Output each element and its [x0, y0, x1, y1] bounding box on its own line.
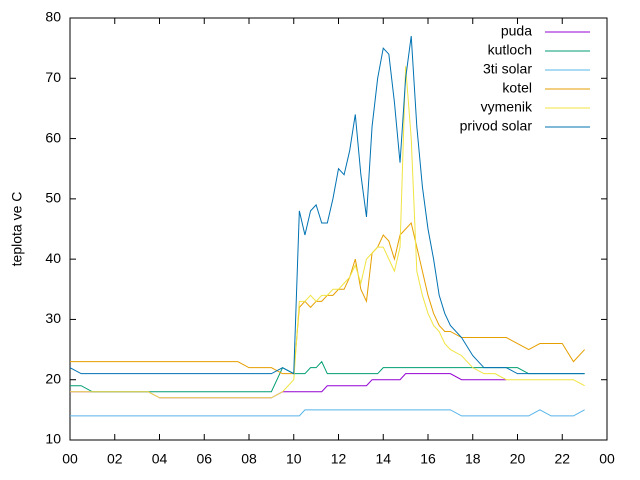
- x-tick-label: 00: [599, 451, 615, 467]
- x-tick-label: 04: [152, 451, 168, 467]
- legend-label: vymenik: [481, 99, 533, 115]
- y-tick-label: 80: [45, 9, 61, 25]
- y-tick-label: 60: [45, 129, 61, 145]
- legend-label: privod solar: [460, 118, 533, 134]
- series-line: [70, 221, 585, 375]
- x-tick-label: 18: [465, 451, 481, 467]
- y-tick-label: 40: [45, 250, 61, 266]
- series-line: [69, 36, 585, 375]
- y-tick-label: 30: [45, 310, 61, 326]
- series-line: [70, 360, 585, 393]
- x-tick-label: 10: [286, 451, 302, 467]
- y-tick-label: 20: [45, 370, 61, 386]
- legend-label: kutloch: [488, 42, 532, 58]
- legend-label: 3ti solar: [483, 61, 532, 77]
- x-tick-label: 14: [375, 451, 391, 467]
- series-line: [70, 66, 585, 399]
- y-tick-label: 10: [45, 431, 61, 447]
- x-tick-label: 06: [196, 451, 212, 467]
- legend-label: puda: [501, 23, 532, 39]
- x-tick-label: 00: [62, 451, 78, 467]
- series-line: [70, 409, 585, 417]
- y-axis-label: teplota ve C: [9, 192, 25, 267]
- x-tick-label: 02: [107, 451, 123, 467]
- y-tick-label: 70: [45, 69, 61, 85]
- legend-label: kotel: [502, 80, 532, 96]
- x-tick-label: 20: [510, 451, 526, 467]
- x-tick-label: 16: [420, 451, 436, 467]
- x-tick-label: 08: [241, 451, 257, 467]
- x-tick-label: 22: [554, 451, 570, 467]
- x-tick-label: 12: [331, 451, 347, 467]
- y-tick-label: 50: [45, 190, 61, 206]
